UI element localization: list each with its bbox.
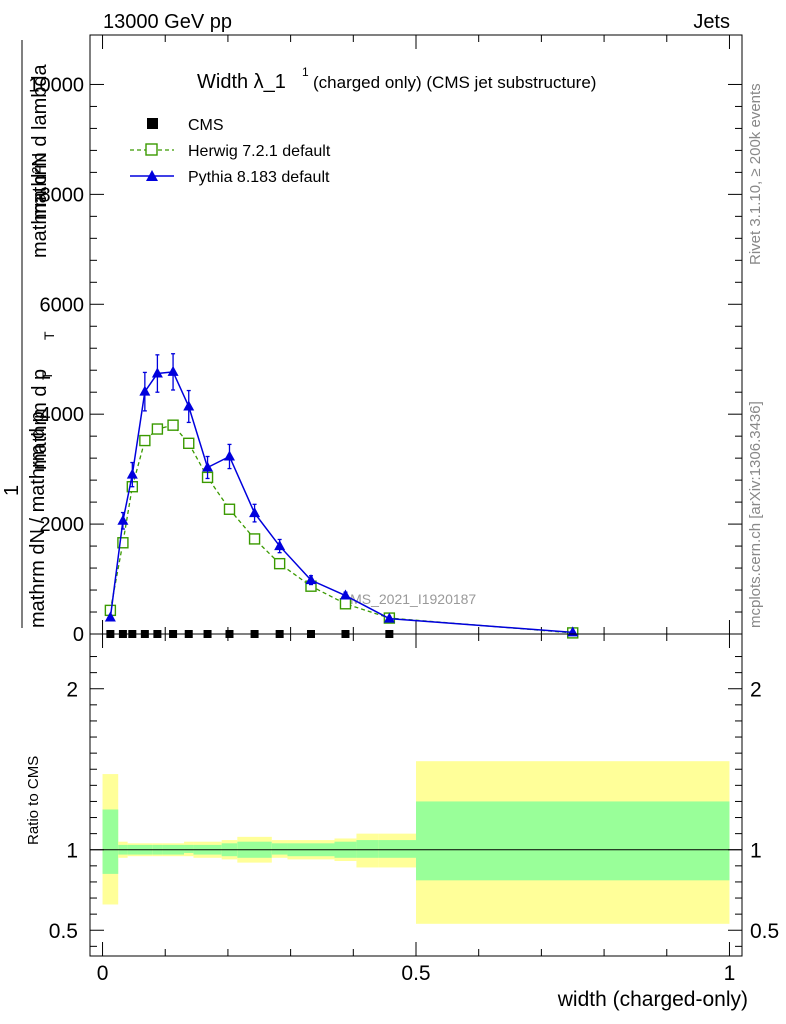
ratio-y-tick-label-right: 1 — [750, 840, 762, 863]
legend-herwig-label: Herwig 7.2.1 default — [188, 143, 331, 160]
ratio-y-tick-label: 2 — [66, 679, 78, 702]
ylabel-one: 1 — [1, 485, 23, 496]
ratio-y-tick-label: 0.5 — [49, 920, 78, 943]
pythia-point — [126, 468, 138, 479]
herwig-point — [151, 423, 164, 435]
ratio-x-tick-label: 0 — [97, 962, 109, 985]
ratio-inner-band — [102, 809, 119, 874]
ylabel-d-pt: mathrm d p — [29, 369, 51, 470]
pythia-point — [339, 589, 351, 600]
ratio-y-tick-label: 1 — [66, 840, 78, 863]
herwig-point — [339, 598, 352, 610]
legend: CMS Herwig 7.2.1 default Pythia 8.183 de… — [130, 117, 331, 186]
main-y-tick-label: 4000 — [40, 404, 85, 426]
herwig-point — [273, 557, 286, 570]
ratio-bands — [102, 761, 730, 924]
main-y-tick-label: 6000 — [40, 294, 85, 316]
pythia-point — [249, 507, 261, 518]
x-axis-label: width (charged-only) — [557, 988, 748, 1011]
herwig-point — [139, 434, 151, 447]
ylabel-den-sub: T — [39, 371, 55, 380]
pythia-point — [305, 574, 317, 585]
pythia-point — [183, 400, 195, 411]
ratio-y-label: Ratio to CMS — [25, 756, 42, 845]
legend-cms-label: CMS — [188, 117, 224, 134]
header-jets: Jets — [693, 11, 730, 33]
pythia-point — [104, 611, 116, 622]
pythia-series — [104, 353, 579, 637]
pythia-line — [109, 371, 573, 634]
main-y-label: mathrm d²N mathrm d p T mathrm d lambda … — [1, 40, 57, 628]
ratio-x-axis: 0 0.5 1 — [97, 634, 736, 985]
legend-pythia-label: Pythia 8.183 default — [188, 169, 330, 186]
main-y-tick-label: 2000 — [40, 514, 85, 536]
ratio-inner-band — [378, 840, 416, 858]
legend-pythia-marker — [146, 170, 158, 181]
herwig-point — [223, 503, 236, 515]
herwig-point — [117, 537, 129, 549]
plot-title: Width λ_1 1 (charged only) (CMS jet subs… — [197, 65, 596, 93]
herwig-point — [248, 533, 261, 545]
header-energy: 13000 GeV pp — [103, 11, 232, 33]
herwig-point — [167, 419, 179, 431]
title-superscript: 1 — [302, 65, 309, 79]
legend-herwig-marker — [145, 143, 158, 156]
herwig-series — [104, 419, 579, 639]
pythia-point — [151, 367, 163, 378]
pythia-point — [223, 450, 235, 461]
pythia-point — [117, 514, 129, 525]
ratio-inner-band — [271, 843, 288, 855]
side-rivet-label: Rivet 3.1.10, ≥ 200k events — [747, 83, 764, 265]
main-y-tick-label: 8000 — [40, 184, 85, 206]
ratio-y-tick-label-right: 2 — [750, 679, 762, 702]
main-y-axis: 0 2000 4000 6000 8000 10000 — [28, 74, 742, 646]
ratio-inner-band — [184, 844, 194, 853]
pythia-point — [274, 540, 286, 551]
ylabel-denominator: mathrm dN / mathrm d p — [27, 411, 49, 628]
analysis-watermark: CMS_2021_I1920187 — [340, 591, 476, 607]
ratio-y-tick-label-right: 0.5 — [750, 920, 779, 943]
main-y-tick-label: 0 — [73, 624, 84, 646]
ratio-x-tick-label: 0.5 — [401, 962, 430, 985]
ratio-inner-band — [416, 801, 730, 881]
main-x-ticks — [102, 35, 730, 634]
title-main: Width λ_1 — [197, 71, 286, 93]
ylabel-d-lambda: mathrm d lambda — [29, 64, 51, 220]
pythia-point — [202, 461, 214, 472]
ratio-x-tick-label: 1 — [724, 962, 736, 985]
legend-cms-marker — [147, 118, 158, 129]
herwig-point — [183, 437, 195, 450]
ratio-inner-band — [356, 840, 379, 858]
main-y-tick-label: 10000 — [28, 74, 84, 96]
ratio-y-axis: 0.5 0.5 1 1 2 2 — [49, 656, 779, 947]
side-mcplots-label: mcplots.cern.ch [arXiv:1306.3436] — [747, 401, 764, 628]
pythia-point — [139, 385, 151, 396]
ylabel-pt-sub: T — [41, 331, 57, 340]
ylabel-numerator-d2n: mathrm d²N — [29, 152, 51, 258]
title-rest: (charged only) (CMS jet substructure) — [313, 73, 596, 92]
pythia-point — [167, 365, 179, 376]
pythia-point — [383, 612, 395, 623]
